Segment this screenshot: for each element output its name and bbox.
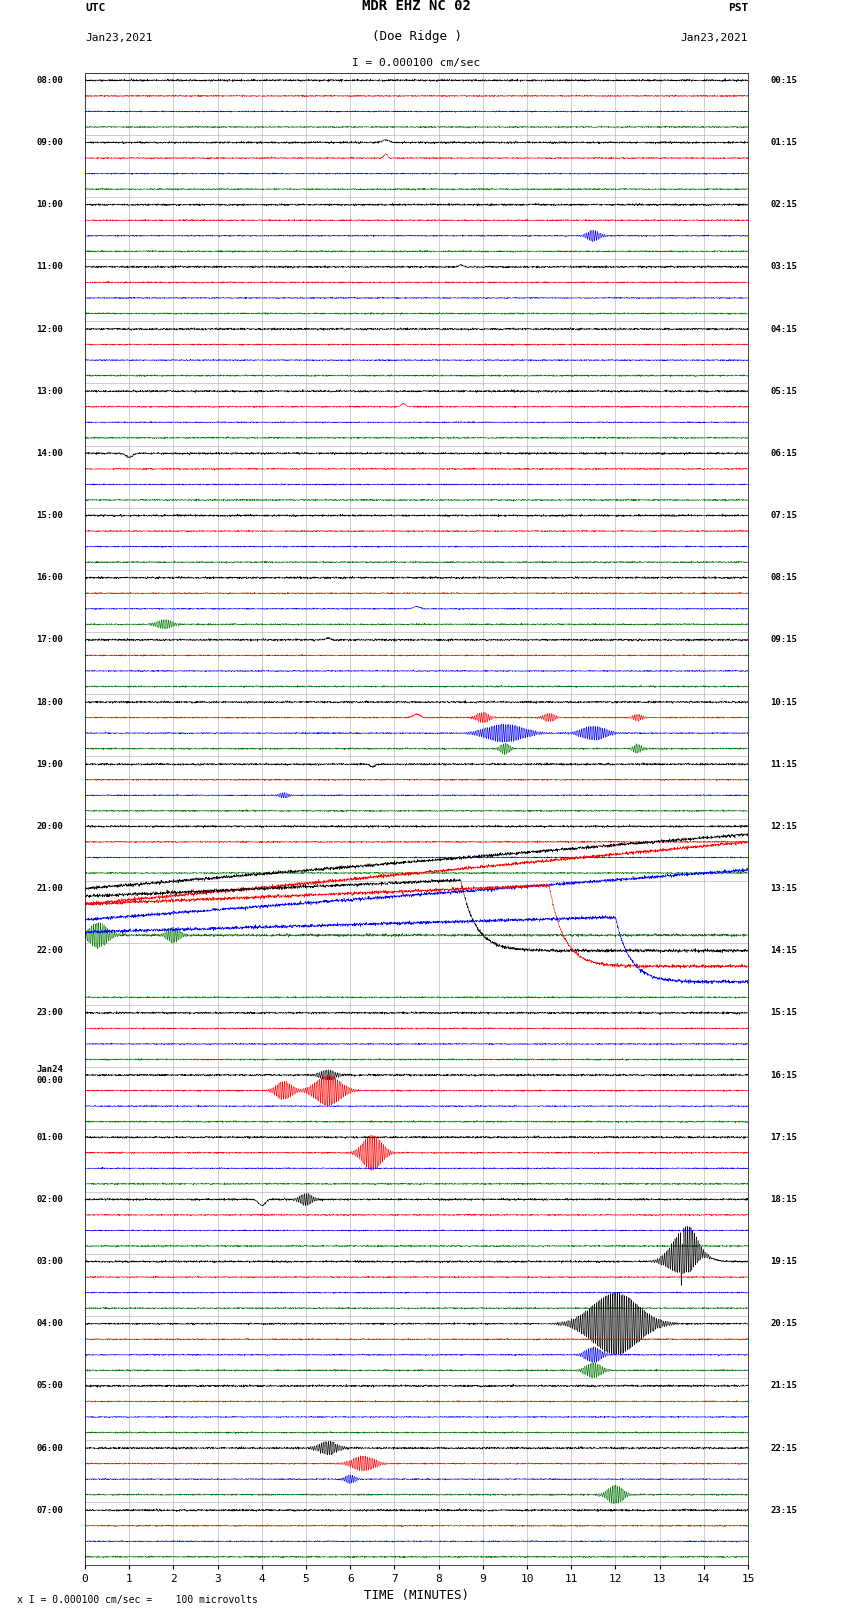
Text: 04:15: 04:15 <box>770 324 797 334</box>
Text: 21:15: 21:15 <box>770 1381 797 1390</box>
Text: 07:15: 07:15 <box>770 511 797 519</box>
Text: 21:00: 21:00 <box>36 884 63 894</box>
Text: 06:00: 06:00 <box>36 1444 63 1453</box>
Text: UTC: UTC <box>85 3 105 13</box>
Text: 16:00: 16:00 <box>36 573 63 582</box>
Text: 03:15: 03:15 <box>770 263 797 271</box>
Text: 09:15: 09:15 <box>770 636 797 644</box>
Text: MDR EHZ NC 02: MDR EHZ NC 02 <box>362 0 471 13</box>
Text: x I = 0.000100 cm/sec =    100 microvolts: x I = 0.000100 cm/sec = 100 microvolts <box>17 1595 258 1605</box>
Text: 10:00: 10:00 <box>36 200 63 210</box>
Text: 19:00: 19:00 <box>36 760 63 769</box>
Text: 01:15: 01:15 <box>770 139 797 147</box>
Text: 11:15: 11:15 <box>770 760 797 769</box>
Text: 01:00: 01:00 <box>36 1132 63 1142</box>
Text: 03:00: 03:00 <box>36 1257 63 1266</box>
Text: 13:00: 13:00 <box>36 387 63 395</box>
Text: 14:15: 14:15 <box>770 947 797 955</box>
Text: 22:15: 22:15 <box>770 1444 797 1453</box>
Text: (Doe Ridge ): (Doe Ridge ) <box>371 29 462 44</box>
Text: 04:00: 04:00 <box>36 1319 63 1327</box>
Text: 08:00: 08:00 <box>36 76 63 85</box>
Text: 05:00: 05:00 <box>36 1381 63 1390</box>
Text: 11:00: 11:00 <box>36 263 63 271</box>
Text: 17:00: 17:00 <box>36 636 63 644</box>
Text: 10:15: 10:15 <box>770 697 797 706</box>
Text: 13:15: 13:15 <box>770 884 797 894</box>
Text: 09:00: 09:00 <box>36 139 63 147</box>
Text: 23:15: 23:15 <box>770 1505 797 1515</box>
Text: 12:00: 12:00 <box>36 324 63 334</box>
Text: PST: PST <box>728 3 748 13</box>
Text: 16:15: 16:15 <box>770 1071 797 1079</box>
Text: 20:00: 20:00 <box>36 823 63 831</box>
Text: Jan24
00:00: Jan24 00:00 <box>36 1065 63 1084</box>
Text: 17:15: 17:15 <box>770 1132 797 1142</box>
Text: 08:15: 08:15 <box>770 573 797 582</box>
Text: 07:00: 07:00 <box>36 1505 63 1515</box>
Text: 23:00: 23:00 <box>36 1008 63 1018</box>
Text: 18:15: 18:15 <box>770 1195 797 1203</box>
Text: 05:15: 05:15 <box>770 387 797 395</box>
Text: Jan23,2021: Jan23,2021 <box>85 32 152 44</box>
Text: 20:15: 20:15 <box>770 1319 797 1327</box>
Text: 02:15: 02:15 <box>770 200 797 210</box>
Text: 02:00: 02:00 <box>36 1195 63 1203</box>
Text: 15:00: 15:00 <box>36 511 63 519</box>
Text: 15:15: 15:15 <box>770 1008 797 1018</box>
Text: 00:15: 00:15 <box>770 76 797 85</box>
Text: 14:00: 14:00 <box>36 448 63 458</box>
Text: 12:15: 12:15 <box>770 823 797 831</box>
Text: I = 0.000100 cm/sec: I = 0.000100 cm/sec <box>353 58 480 68</box>
Text: 18:00: 18:00 <box>36 697 63 706</box>
X-axis label: TIME (MINUTES): TIME (MINUTES) <box>364 1589 469 1602</box>
Text: 22:00: 22:00 <box>36 947 63 955</box>
Text: 06:15: 06:15 <box>770 448 797 458</box>
Text: Jan23,2021: Jan23,2021 <box>681 32 748 44</box>
Text: 19:15: 19:15 <box>770 1257 797 1266</box>
